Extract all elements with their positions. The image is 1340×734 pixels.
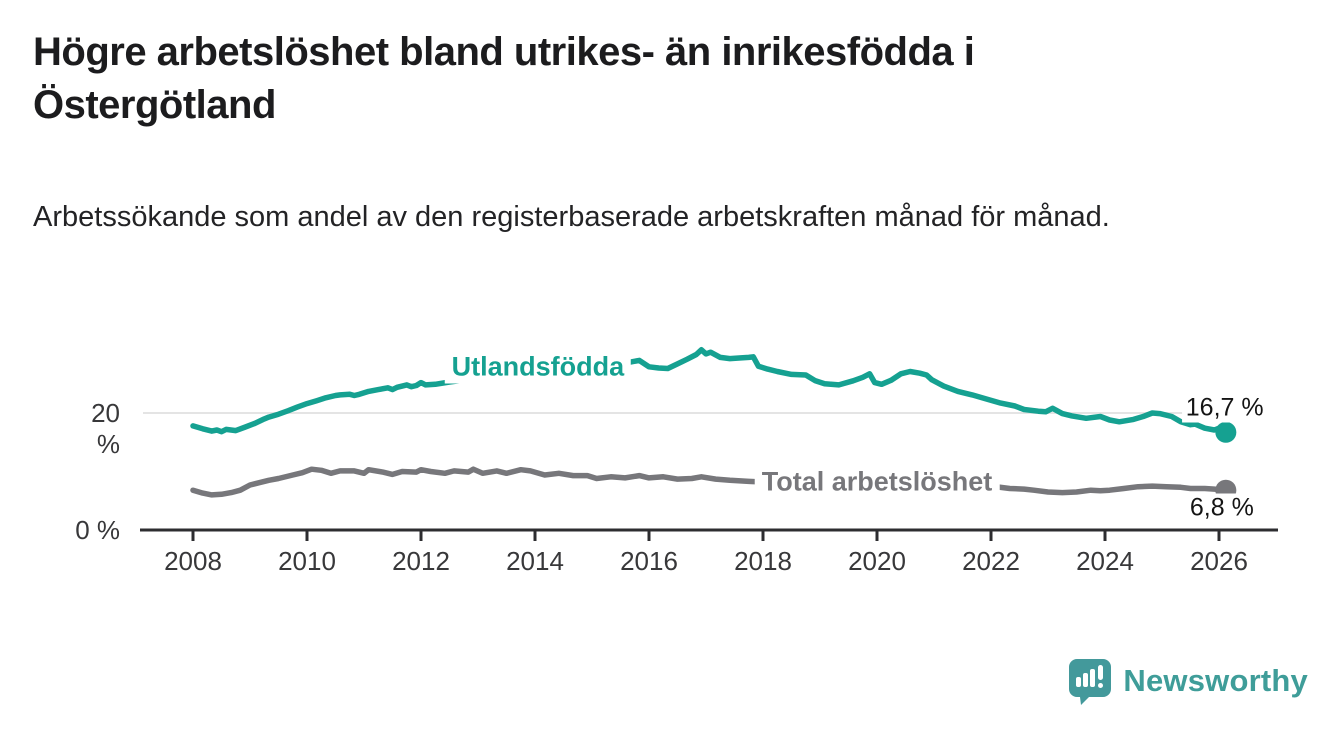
newsworthy-brand-link[interactable]: Newsworthy	[1067, 656, 1308, 706]
end-value-label-total-arbetsloshet: 6,8 %	[1185, 493, 1258, 523]
y-axis-label-20: 20 %	[91, 398, 120, 459]
x-axis-tick-label: 2018	[734, 546, 792, 576]
series-label-total-arbetsloshet: Total arbetslöshet	[754, 465, 1000, 499]
series-line-1	[190, 466, 1229, 498]
end-value-label-utlandsfodda: 16,7 %	[1181, 393, 1268, 423]
x-axis-tick-label: 2022	[962, 546, 1020, 576]
x-axis-tick-label: 2020	[848, 546, 906, 576]
chart-subtitle: Arbetssökande som andel av den registerb…	[33, 201, 1110, 233]
series-line-0	[190, 347, 1229, 436]
x-axis-tick-label: 2012	[392, 546, 450, 576]
x-axis-tick-label: 2008	[164, 546, 222, 576]
x-axis-tick-label: 2024	[1076, 546, 1134, 576]
newsworthy-logo-icon	[1069, 659, 1112, 705]
newsworthy-brand-text: Newsworthy	[1123, 663, 1308, 698]
series-label-utlandsfodda: Utlandsfödda	[444, 350, 632, 384]
series-end-dot-0	[1215, 421, 1237, 443]
x-axis-tick-label: 2010	[278, 546, 336, 576]
y-axis-label-0: 0 %	[75, 515, 120, 545]
x-axis-tick-label: 2026	[1190, 546, 1248, 576]
x-axis-tick-label: 2014	[506, 546, 564, 576]
x-axis-tick-label: 2016	[620, 546, 678, 576]
chart-title: Högre arbetslöshet bland utrikes- än inr…	[33, 30, 975, 127]
